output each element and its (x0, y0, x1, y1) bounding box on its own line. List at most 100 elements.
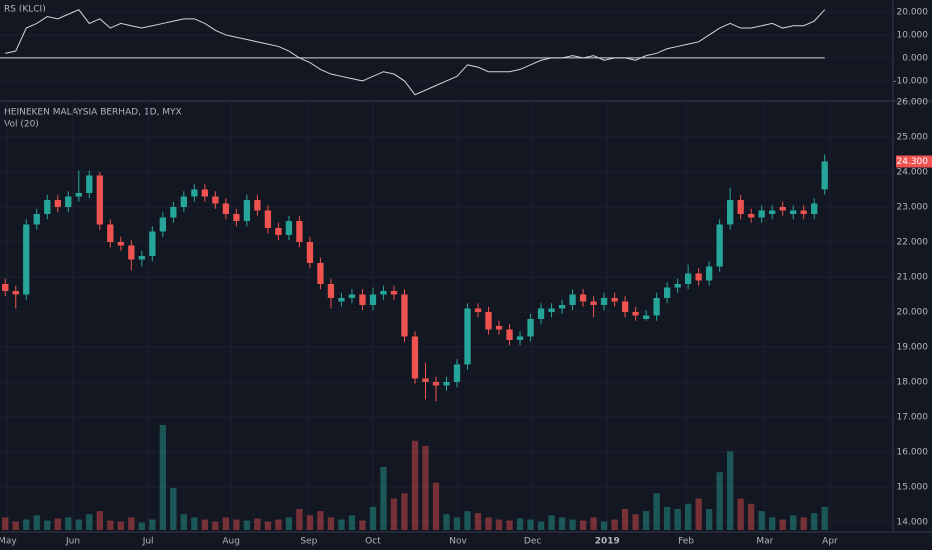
candle-body (201, 189, 209, 197)
volume-bar (390, 498, 398, 530)
y-tick-label: 18.000 (897, 377, 929, 387)
candle-body (107, 224, 114, 242)
volume-bar (33, 515, 40, 530)
candle-body (495, 325, 503, 330)
volume-bar (821, 506, 828, 530)
x-tick-label: May (0, 537, 17, 547)
candle-body (170, 206, 177, 218)
y-tick-label: 23.000 (897, 202, 929, 212)
volume-bar (117, 521, 124, 530)
volume-bar (191, 517, 198, 530)
volume-bar (65, 517, 72, 530)
candle-body (65, 196, 72, 207)
volume-bar (285, 517, 293, 530)
candle-body (674, 283, 681, 288)
volume-bar (443, 514, 450, 530)
x-tick-label: Sep (300, 537, 317, 547)
volume-bar (811, 513, 818, 530)
volume-bar (800, 517, 807, 530)
candle-body (327, 283, 335, 298)
volume-bar (348, 515, 356, 530)
volume-bar (527, 519, 534, 530)
volume-bar (317, 511, 324, 530)
y-tick-label: 25.000 (897, 132, 929, 142)
volume-bar (411, 440, 419, 530)
volume-bar (96, 511, 103, 530)
candle-body (44, 199, 51, 214)
volume-bar (212, 521, 219, 530)
candle-body (569, 294, 576, 305)
volume-bar (275, 519, 282, 530)
volume-bar (23, 519, 30, 530)
candle-body (233, 213, 240, 221)
x-tick-label: Feb (678, 537, 694, 547)
candle-body (212, 196, 219, 204)
candle-body (748, 213, 755, 218)
candle-body (306, 241, 314, 263)
volume-bar (769, 517, 776, 530)
candle-body (548, 308, 555, 312)
y-tick-label: 21.000 (897, 272, 929, 282)
x-tick-label: Mar (756, 537, 773, 547)
volume-bar (611, 519, 618, 530)
candle-body (695, 273, 702, 281)
candle-body (705, 266, 713, 281)
volume-bar (243, 520, 251, 530)
candle-body (632, 311, 639, 316)
candle-body (243, 199, 251, 221)
volume-bar (170, 488, 177, 530)
volume-bar (684, 503, 692, 530)
candle-body (590, 301, 597, 305)
candle-body (443, 381, 450, 386)
candle-body (96, 175, 103, 225)
candle-body (758, 210, 765, 218)
volume-bar (369, 506, 377, 530)
volume-bar (327, 517, 335, 530)
volume-bar (12, 521, 19, 530)
candle-body (684, 273, 692, 284)
candle-body (338, 297, 345, 302)
candle-body (222, 203, 230, 214)
volume-bar (233, 519, 240, 530)
candle-body (527, 318, 534, 337)
candle-body (485, 311, 492, 330)
candle-body (2, 283, 9, 291)
volume-bar (506, 520, 513, 530)
volume-bar (222, 517, 230, 530)
volume-bar (516, 518, 524, 530)
candle-body (453, 364, 461, 382)
last-price-tag (896, 155, 932, 168)
volume-bar (149, 519, 156, 530)
volume-bar (453, 517, 461, 530)
rs-line (5, 9, 826, 96)
candle-body (296, 220, 303, 242)
candle-body (558, 304, 566, 309)
candle-body (180, 196, 188, 207)
volume-bar (737, 498, 744, 530)
volume-bar (695, 498, 702, 530)
candle-body (117, 241, 124, 246)
volume-bar (579, 520, 587, 530)
volume-bar (748, 503, 755, 530)
volume-bar (548, 515, 555, 530)
candle-body (12, 290, 19, 295)
candle-body (380, 290, 387, 295)
candle-body (33, 213, 40, 225)
volume-bar (716, 472, 723, 530)
volume-bar (758, 511, 765, 530)
candle-body (411, 336, 419, 379)
volume-bar (2, 517, 9, 530)
candle-body (779, 206, 786, 211)
volume-bar (264, 521, 272, 530)
candle-body (86, 175, 93, 193)
volume-bar (180, 514, 188, 530)
x-tick-label: Jun (65, 537, 80, 547)
candle-body (369, 294, 377, 305)
rs-title: RS (KLCI) (4, 5, 46, 15)
candle-body (348, 294, 356, 298)
y-tick-label: 15.000 (897, 482, 929, 492)
volume-bar (663, 506, 671, 530)
x-tick-label: Oct (365, 537, 381, 547)
